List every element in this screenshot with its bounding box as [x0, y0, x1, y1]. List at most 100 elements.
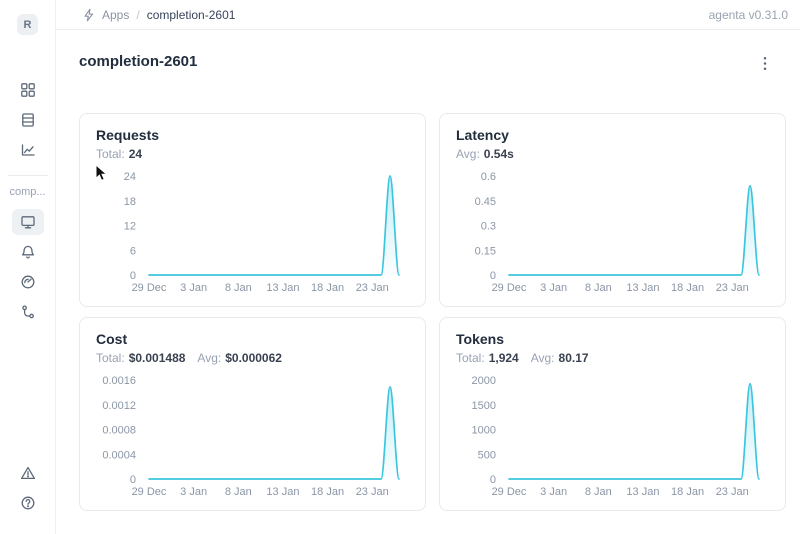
requests-card: Requests Total: 24 0 6 12 18 24 29 Dec 3 Jan 8 J… [79, 113, 426, 307]
sidebar-item-help[interactable] [12, 490, 44, 516]
svg-text:23 Jan: 23 Jan [716, 282, 749, 294]
requests-chart[interactable]: 0 6 12 18 24 29 Dec 3 Jan 8 Jan 13 Jan 18 Jan 23 J… [96, 168, 409, 296]
svg-text:0.6: 0.6 [481, 171, 496, 183]
sidebar-nav-top [12, 77, 44, 167]
sidebar-nav-app [11, 209, 44, 329]
svg-text:0.3: 0.3 [481, 221, 496, 233]
bell-icon [21, 245, 34, 259]
stat-label: Avg: [530, 351, 555, 365]
latency-chart[interactable]: 0 0.15 0.3 0.45 0.6 29 Dec 3 Jan 8 Jan 13 Jan 18 … [456, 168, 769, 296]
svg-text:18 Jan: 18 Jan [671, 486, 704, 498]
sidebar-nav-bottom [12, 460, 44, 520]
svg-text:2000: 2000 [472, 375, 496, 387]
stat-value: 24 [128, 147, 143, 161]
svg-text:0.0016: 0.0016 [102, 375, 136, 387]
cost-chart[interactable]: 0 0.0004 0.0008 0.0012 0.0016 29 Dec 3 Jan 8 Ja… [96, 372, 409, 500]
lightning-bolt-icon [84, 8, 94, 21]
svg-text:29 Dec: 29 Dec [132, 486, 167, 498]
breadcrumb-apps[interactable]: Apps [102, 7, 130, 22]
stat: Total: 24 [96, 146, 142, 162]
svg-text:6: 6 [130, 245, 136, 257]
svg-text:0: 0 [490, 270, 496, 282]
svg-text:500: 500 [478, 449, 496, 461]
workspace-logo[interactable]: R [17, 14, 38, 35]
sidebar-app-label: comp... [9, 186, 46, 198]
alert-triangle-icon [20, 466, 35, 480]
sidebar-item-apps[interactable] [12, 77, 44, 103]
svg-text:8 Jan: 8 Jan [585, 486, 612, 498]
card-stats: Avg: 0.54s [456, 146, 769, 162]
svg-text:3 Jan: 3 Jan [180, 486, 207, 498]
stat: Total: $0.001488 [96, 350, 185, 366]
sidebar-item-test-sets[interactable] [12, 107, 44, 133]
svg-text:29 Dec: 29 Dec [132, 282, 167, 294]
stat-value: 80.17 [558, 351, 589, 365]
sidebar-item-traces[interactable] [12, 299, 44, 325]
kebab-menu-icon [763, 56, 767, 71]
page-content: completion-2601 Requests Total: 24 0 6 12 18… [56, 30, 800, 511]
svg-text:3 Jan: 3 Jan [540, 282, 567, 294]
latency-card: Latency Avg: 0.54s 0 0.15 0.3 0.45 0.6 29 Dec 3… [439, 113, 786, 307]
svg-text:0.0008: 0.0008 [102, 425, 136, 437]
svg-text:13 Jan: 13 Jan [626, 486, 659, 498]
stat-label: Avg: [456, 147, 480, 161]
cost-card: Cost Total: $0.001488 Avg: $0.000062 0 0.000… [79, 317, 426, 511]
stat-label: Total: [96, 147, 125, 161]
sidebar-item-notifications[interactable] [12, 239, 44, 265]
tokens-card: Tokens Total: 1,924 Avg: 80.17 0 500 1000 1500… [439, 317, 786, 511]
stat-value: 1,924 [488, 351, 519, 365]
svg-text:0.0012: 0.0012 [102, 400, 136, 412]
page-options-button[interactable] [759, 54, 771, 76]
sidebar-item-alerts[interactable] [12, 460, 44, 486]
svg-text:8 Jan: 8 Jan [225, 282, 252, 294]
stat-value: 0.54s [483, 147, 514, 161]
app-version: agenta v0.31.0 [708, 7, 788, 22]
stat: Avg: 0.54s [456, 146, 514, 162]
svg-text:23 Jan: 23 Jan [716, 486, 749, 498]
svg-text:24: 24 [124, 171, 136, 183]
svg-text:1500: 1500 [472, 400, 496, 412]
svg-text:13 Jan: 13 Jan [266, 486, 299, 498]
svg-text:18 Jan: 18 Jan [671, 282, 704, 294]
card-title: Requests [96, 127, 160, 143]
stat-label: Total: [96, 351, 125, 365]
svg-text:18: 18 [124, 196, 136, 208]
svg-text:0.15: 0.15 [475, 245, 496, 257]
svg-text:29 Dec: 29 Dec [492, 486, 527, 498]
svg-text:13 Jan: 13 Jan [266, 282, 299, 294]
metrics-grid: Requests Total: 24 0 6 12 18 24 29 Dec 3 Jan 8 J… [79, 113, 786, 511]
stat: Avg: 80.17 [531, 350, 589, 366]
tree-branch-icon [21, 305, 34, 319]
sidebar: R comp... [0, 0, 56, 534]
breadcrumb: Apps / completion-2601 [82, 8, 235, 22]
svg-text:8 Jan: 8 Jan [225, 486, 252, 498]
stat-value: $0.000062 [225, 351, 282, 365]
stat-label: Total: [456, 351, 485, 365]
svg-text:13 Jan: 13 Jan [626, 282, 659, 294]
card-stats: Total: 1,924 Avg: 80.17 [456, 350, 769, 366]
monitor-icon [20, 216, 35, 229]
card-title: Latency [456, 127, 509, 143]
breadcrumb-separator: / [136, 7, 140, 22]
card-stats: Total: $0.001488 Avg: $0.000062 [96, 350, 409, 366]
sidebar-item-observability[interactable] [12, 269, 44, 295]
svg-text:8 Jan: 8 Jan [585, 282, 612, 294]
breadcrumb-current: completion-2601 [146, 7, 236, 22]
gauge-icon [21, 275, 34, 289]
sidebar-item-overview[interactable] [11, 209, 44, 235]
svg-text:18 Jan: 18 Jan [311, 282, 344, 294]
stat-value: $0.001488 [128, 351, 186, 365]
rows-icon [21, 113, 34, 127]
card-title: Tokens [456, 331, 504, 347]
sidebar-item-evaluations[interactable] [12, 137, 44, 163]
svg-text:0.45: 0.45 [475, 196, 496, 208]
svg-text:29 Dec: 29 Dec [492, 282, 527, 294]
svg-text:18 Jan: 18 Jan [311, 486, 344, 498]
sidebar-divider [7, 175, 48, 176]
main-area: Apps / completion-2601 agenta v0.31.0 co… [56, 0, 800, 534]
tokens-chart[interactable]: 0 500 1000 1500 2000 29 Dec 3 Jan 8 Jan 13 Jan 18… [456, 372, 769, 500]
stat-label: Avg: [197, 351, 222, 365]
help-circle-icon [21, 496, 34, 510]
svg-text:0: 0 [130, 270, 136, 282]
